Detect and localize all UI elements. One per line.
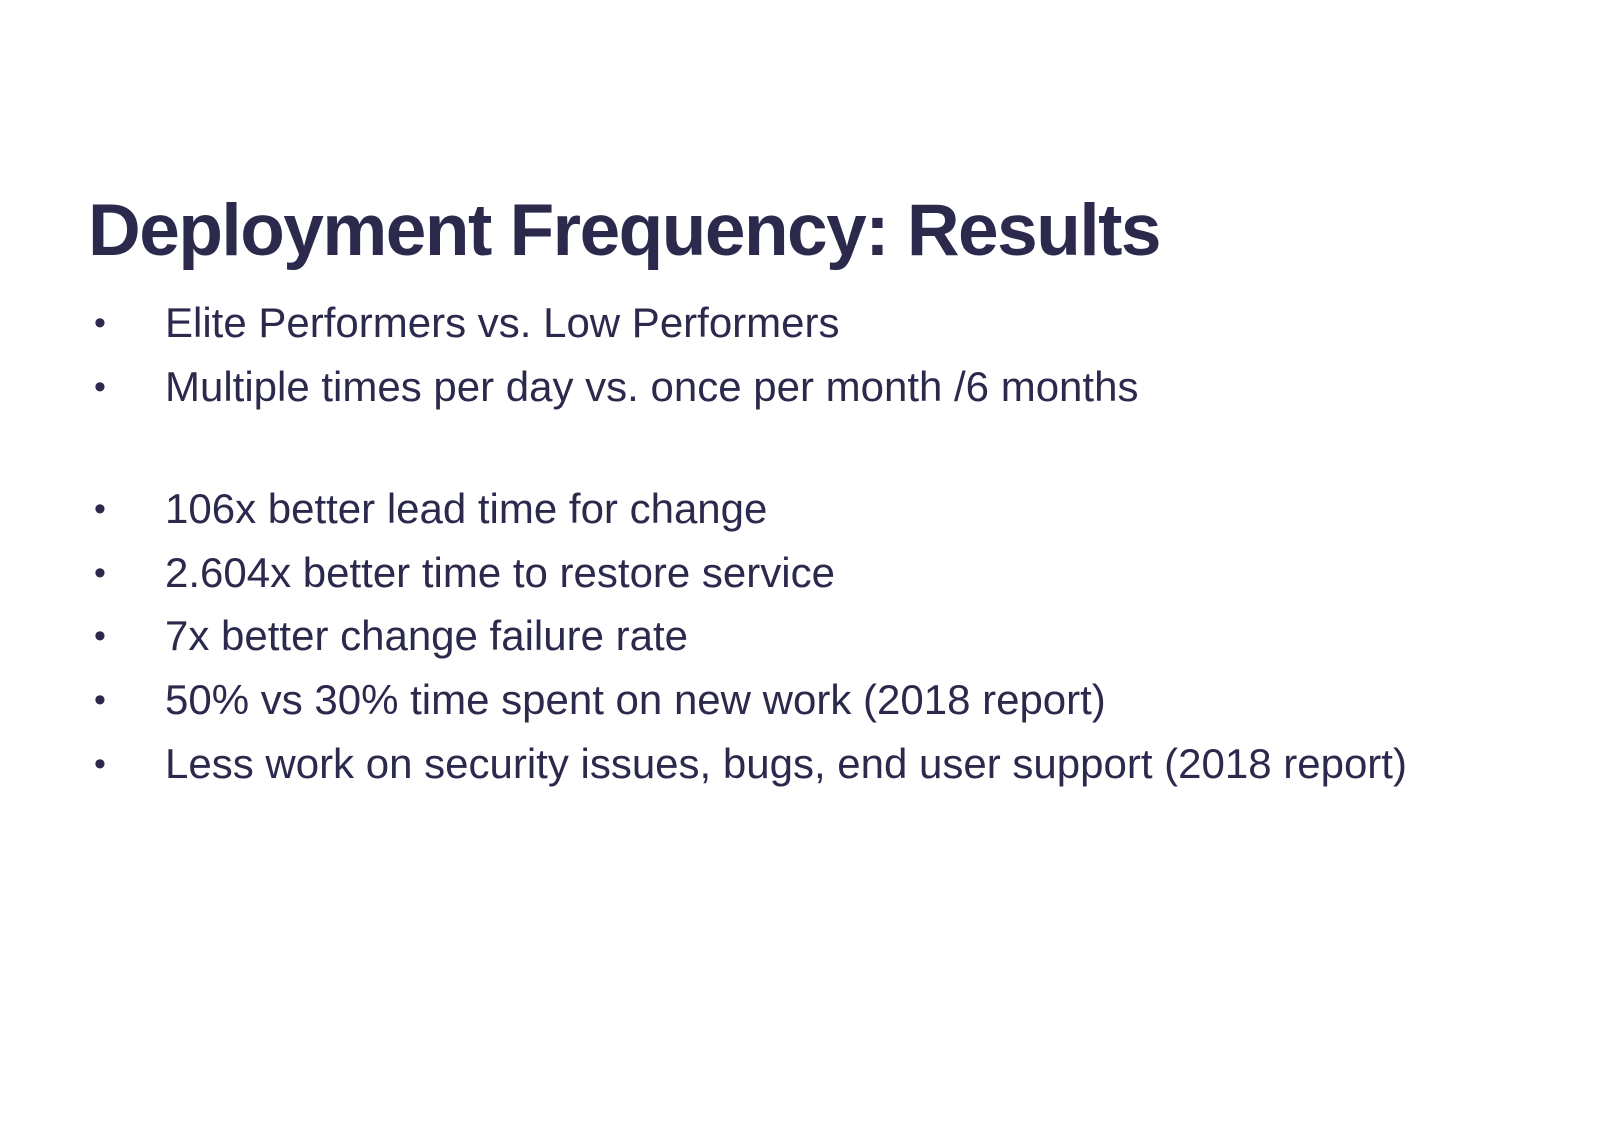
list-item: • 106x better lead time for change [88, 483, 1558, 536]
bullet-icon: • [94, 681, 106, 720]
bullet-group-comparison: • Elite Performers vs. Low Performers • … [88, 297, 1558, 414]
bullet-text: 7x better change failure rate [165, 612, 688, 660]
list-item: • 50% vs 30% time spent on new work (201… [88, 674, 1558, 727]
list-item: • Less work on security issues, bugs, en… [88, 738, 1558, 791]
bullet-text: 50% vs 30% time spent on new work (2018 … [165, 676, 1106, 724]
group-spacer [88, 425, 1558, 483]
bullet-text: Multiple times per day vs. once per mont… [165, 362, 1139, 410]
slide-content: Deployment Frequency: Results • Elite Pe… [88, 190, 1558, 802]
bullet-group-results: • 106x better lead time for change • 2.6… [88, 483, 1558, 792]
list-item: • 2.604x better time to restore service [88, 547, 1558, 600]
bullet-text: 106x better lead time for change [165, 484, 768, 532]
list-item: • 7x better change failure rate [88, 610, 1558, 663]
slide-title: Deployment Frequency: Results [88, 190, 1162, 271]
bullet-text: Elite Performers vs. Low Performers [165, 298, 840, 346]
bullet-text: 2.604x better time to restore service [165, 548, 835, 596]
bullet-icon: • [94, 367, 106, 406]
bullet-icon: • [94, 303, 106, 342]
bullet-text: Less work on security issues, bugs, end … [165, 740, 1407, 788]
bullet-icon: • [94, 489, 106, 528]
bullet-icon: • [94, 553, 106, 592]
bullet-icon: • [94, 745, 106, 784]
list-item: • Multiple times per day vs. once per mo… [88, 361, 1558, 414]
bullet-icon: • [94, 617, 106, 656]
list-item: • Elite Performers vs. Low Performers [88, 297, 1558, 350]
